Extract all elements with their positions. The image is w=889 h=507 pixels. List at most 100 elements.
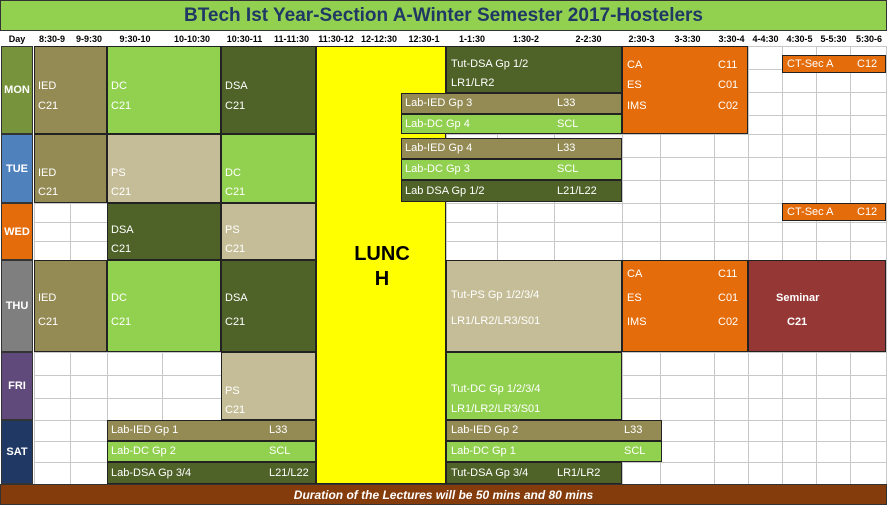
course-name: Tut-DSA Gp 1/2 — [451, 58, 529, 70]
header-slot: 9:30-10 — [119, 34, 151, 44]
room: LR1/LR2/LR3/S01 — [451, 315, 541, 327]
class-block: DC C21 — [221, 134, 316, 203]
class-block: CA C11 ES C01 IMS C02 — [622, 260, 748, 352]
header-slot: 8:30-9 — [38, 34, 65, 44]
room: L21/L22 — [269, 467, 309, 479]
header-slot: 4:30-5 — [786, 34, 813, 44]
course-name: IMS — [627, 100, 647, 112]
day-label-fri: FRI — [1, 352, 33, 420]
course-name: ES — [627, 292, 642, 304]
grid-line — [34, 241, 887, 242]
course-name: DC — [111, 292, 127, 304]
lab-block: Lab-DSA Gp 3/4 L21/L22 — [107, 462, 316, 484]
course-name: Tut-DC Gp 1/2/3/4 — [451, 383, 541, 395]
room: L33 — [269, 424, 288, 436]
lab-block: Lab-DC Gp 2 SCL — [107, 441, 316, 462]
header-slot: 3:30-4 — [718, 34, 745, 44]
room: C21 — [38, 186, 59, 198]
room: C21 — [225, 404, 246, 416]
room: C12 — [857, 206, 878, 218]
class-block: CA C11 ES C01 IMS C02 — [622, 46, 748, 134]
header-slot: 10:30-11 — [226, 34, 263, 44]
room: LR1/LR2/LR3/S01 — [451, 403, 541, 415]
room: C21 — [38, 316, 59, 328]
course-name: DC — [111, 80, 127, 92]
lunch-label-line2: H — [374, 268, 390, 290]
grid-line — [34, 222, 887, 223]
room: C11 — [718, 268, 738, 280]
class-block: DSA C21 — [221, 46, 316, 134]
header-slot: 5:30-6 — [855, 34, 882, 44]
class-block: PS C21 — [221, 203, 316, 260]
course-name: Lab-DC Gp 3 — [405, 163, 470, 175]
header-slot: 11-11:30 — [273, 34, 310, 44]
course-name: PS — [111, 167, 126, 179]
lab-block: Lab-IED Gp 2 L33 — [446, 420, 662, 441]
course-name: Lab-IED Gp 1 — [111, 424, 179, 436]
room: LR1/LR2 — [557, 467, 601, 479]
header-slot: 4-4:30 — [752, 34, 779, 44]
lab-block: Lab-IED Gp 1 L33 — [107, 420, 316, 441]
day-label-tue: TUE — [1, 134, 33, 203]
course-name: CT-Sec A — [787, 206, 834, 218]
room: LR1/LR2 — [451, 77, 495, 89]
course-name: CA — [627, 268, 643, 280]
lab-block: Lab-DC Gp 1 SCL — [446, 441, 662, 462]
room: SCL — [624, 445, 646, 457]
grid-line — [34, 134, 887, 135]
room: C12 — [857, 58, 878, 70]
class-block: IED C21 — [34, 260, 107, 352]
course-name: DSA — [225, 80, 248, 92]
header-slot: 12:30-1 — [408, 34, 440, 44]
room: SCL — [557, 118, 579, 130]
course-name: PS — [225, 385, 240, 397]
header-slot: 9-9:30 — [75, 34, 102, 44]
lab-block: Lab DSA Gp 1/2 L21/L22 — [401, 180, 622, 202]
room: C21 — [38, 100, 59, 112]
lab-block: Lab-IED Gp 4 L33 — [401, 138, 622, 159]
class-block: Tut-DSA Gp 1/2 LR1/LR2 — [446, 46, 622, 93]
class-block: PS C21 — [107, 134, 221, 203]
class-block: DC C21 — [107, 46, 221, 134]
room: C21 — [111, 186, 132, 198]
day-label-wed: WED — [1, 203, 33, 260]
room: C21 — [111, 243, 132, 255]
course-name: Seminar — [776, 292, 820, 304]
lunch-label-line1: LUNC — [354, 243, 410, 265]
room: C21 — [787, 316, 808, 328]
room: C21 — [225, 243, 246, 255]
course-name: Lab-DC Gp 2 — [111, 445, 176, 457]
course-name: CT-Sec A — [787, 58, 834, 70]
footer-note: Duration of the Lectures will be 50 mins… — [0, 484, 887, 505]
class-block: PS C21 — [221, 352, 316, 420]
room: C21 — [225, 316, 246, 328]
room: SCL — [269, 445, 291, 457]
class-block: DSA C21 — [107, 203, 221, 260]
class-block: IED C21 — [34, 134, 107, 203]
room: L21/L22 — [557, 185, 597, 197]
lab-block: Lab-DC Gp 3 SCL — [401, 159, 622, 180]
header-slot: 10-10:30 — [173, 34, 211, 44]
room: C02 — [718, 316, 739, 328]
header-slot: 3-3:30 — [674, 34, 701, 44]
room: C21 — [225, 186, 246, 198]
course-name: Tut-DSA Gp 3/4 — [451, 467, 529, 479]
header-day: Day — [8, 34, 26, 44]
course-name: IED — [38, 292, 57, 304]
course-name: Lab-DC Gp 1 — [451, 445, 516, 457]
day-label-sat: SAT — [1, 420, 33, 484]
day-label-mon: MON — [1, 46, 33, 134]
room: C02 — [718, 100, 739, 112]
course-name: Lab-IED Gp 3 — [405, 97, 473, 109]
course-name: Lab-DSA Gp 3/4 — [111, 467, 192, 479]
lab-block: Lab-IED Gp 3 L33 — [401, 93, 622, 114]
course-name: CA — [627, 59, 643, 71]
course-name: PS — [225, 224, 240, 236]
header-slot: 2-2:30 — [575, 34, 602, 44]
header-slot: 1-1:30 — [458, 34, 485, 44]
class-block: CT-Sec A C12 — [782, 203, 886, 221]
class-block: Tut-DC Gp 1/2/3/4 LR1/LR2/LR3/S01 — [446, 352, 622, 420]
header-slot: 5-5:30 — [820, 34, 847, 44]
grid-line — [886, 46, 887, 484]
